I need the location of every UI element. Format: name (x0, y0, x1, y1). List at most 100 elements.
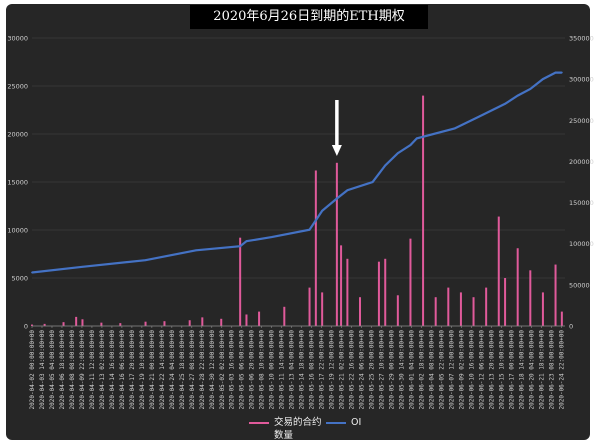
volume-bar (497, 216, 500, 326)
x-tick-label: 2020-05-27 10:00:00+00 (379, 330, 386, 410)
oi-point (239, 245, 242, 248)
oi-point (195, 249, 197, 252)
y-right-tick-label: 200000 (569, 158, 594, 166)
chart-title: 2020年6月26日到期的ETH期权 (190, 5, 428, 29)
y-right-tick-label: 0 (569, 323, 573, 331)
legend-oi-swatch (326, 422, 346, 424)
x-tick-label: 2020-06-24 22:00:00+00 (558, 330, 565, 410)
volume-bar (119, 323, 122, 326)
oi-point (396, 152, 399, 155)
x-tick-label: 2020-04-05 04:00:00+00 (49, 330, 56, 410)
oi-point (409, 144, 412, 146)
x-tick-label: 2020-05-30 14:00:00+00 (399, 330, 406, 410)
volume-bar (43, 323, 46, 326)
x-tick-label: 2020-05-17 22:00:00+00 (319, 330, 326, 410)
oi-point (31, 271, 33, 274)
chart-background (6, 4, 590, 440)
x-tick-label: 2020-04-16 06:00:00+00 (119, 330, 126, 410)
x-tick-label: 2020-06-12 06:00:00+00 (478, 330, 485, 410)
x-tick-label: 2020-04-22 14:00:00+00 (159, 330, 166, 410)
oi-point (335, 197, 338, 200)
x-tick-label: 2020-06-04 08:00:00+00 (428, 330, 435, 410)
volume-bar (220, 318, 223, 326)
y-right-tick-label: 100000 (569, 240, 594, 248)
volume-bar (346, 258, 349, 326)
x-tick-label: 2020-05-06 20:00:00+00 (249, 330, 256, 410)
volume-bar (422, 95, 425, 326)
y-left-tick-label: 20000 (7, 131, 28, 139)
x-tick-label: 2020-04-27 08:00:00+00 (189, 330, 196, 410)
volume-bar (100, 322, 103, 326)
x-tick-label: 2020-06-18 14:00:00+00 (518, 330, 525, 410)
y-left-tick-label: 5000 (11, 275, 28, 283)
x-tick-label: 2020-05-03 16:00:00+00 (229, 330, 236, 410)
oi-point (81, 265, 84, 268)
x-tick-label: 2020-04-14 16:00:00+00 (109, 330, 116, 410)
x-tick-label: 2020-06-09 02:00:00+00 (458, 330, 465, 410)
volume-bar (163, 321, 166, 326)
volume-bar (434, 297, 437, 326)
volume-bar (516, 248, 519, 326)
x-tick-label: 2020-06-21 18:00:00+00 (538, 330, 545, 410)
x-tick-label: 2020-06-20 04:00:00+00 (528, 330, 535, 410)
y-left-tick-label: 30000 (7, 35, 28, 43)
x-tick-label: 2020-06-07 12:00:00+00 (448, 330, 455, 410)
x-tick-label: 2020-04-17 20:00:00+00 (129, 330, 136, 410)
x-tick-label: 2020-06-13 20:00:00+00 (488, 330, 495, 410)
volume-bar (308, 287, 311, 326)
oi-point (478, 115, 481, 118)
x-tick-label: 2020-04-25 18:00:00+00 (179, 330, 186, 410)
x-tick-label: 2020-06-17 00:00:00+00 (508, 330, 515, 410)
x-tick-label: 2020-04-28 22:00:00+00 (199, 330, 206, 410)
x-tick-label: 2020-04-06 18:00:00+00 (59, 330, 66, 410)
volume-bar (321, 292, 324, 326)
x-tick-label: 2020-05-24 06:00:00+00 (359, 330, 366, 410)
volume-bar (258, 311, 261, 326)
oi-point (321, 209, 324, 212)
x-tick-label: 2020-05-29 00:00:00+00 (389, 330, 396, 410)
legend-volume-swatch (249, 422, 269, 424)
volume-bar (459, 292, 462, 326)
x-tick-label: 2020-05-25 20:00:00+00 (369, 330, 376, 410)
oi-point (560, 71, 563, 74)
volume-bar (384, 258, 387, 326)
volume-bar (31, 324, 33, 326)
oi-point (542, 78, 544, 81)
volume-bar (377, 261, 380, 326)
volume-bar (239, 237, 242, 326)
x-tick-label: 2020-04-02 00:00:00+00 (29, 330, 36, 410)
volume-bar (447, 287, 450, 326)
volume-bar (75, 316, 78, 326)
y-right-tick-label: 50000 (569, 281, 590, 289)
oi-point (554, 71, 557, 74)
x-tick-label: 2020-04-09 22:00:00+00 (79, 330, 86, 410)
x-tick-label: 2020-06-05 22:00:00+00 (438, 330, 445, 410)
x-tick-label: 2020-04-21 00:00:00+00 (149, 330, 156, 410)
volume-bar (554, 264, 557, 326)
volume-bar (504, 278, 507, 326)
x-tick-label: 2020-05-14 18:00:00+00 (299, 330, 306, 410)
x-tick-label: 2020-05-02 02:00:00+00 (219, 330, 226, 410)
volume-bar (314, 170, 317, 326)
volume-bar (81, 319, 84, 326)
oi-point (415, 137, 418, 140)
volume-bar (62, 322, 65, 326)
x-tick-label: 2020-04-19 10:00:00+00 (139, 330, 146, 410)
oi-point (270, 236, 273, 239)
volume-bar (245, 314, 248, 326)
x-tick-label: 2020-04-11 12:00:00+00 (89, 330, 96, 410)
x-tick-label: 2020-05-19 12:00:00+00 (329, 330, 336, 410)
volume-bar (541, 292, 544, 326)
oi-point (346, 189, 349, 192)
volume-bar (560, 311, 563, 326)
y-left-tick-label: 10000 (7, 227, 28, 235)
x-tick-label: 2020-05-22 16:00:00+00 (349, 330, 356, 410)
x-tick-label: 2020-04-03 14:00:00+00 (39, 330, 46, 410)
oi-line (31, 71, 562, 274)
y-right-tick-label: 250000 (569, 117, 594, 125)
oi-point (384, 164, 387, 167)
y-left-tick-label: 25000 (7, 83, 28, 91)
oi-point (453, 127, 456, 130)
x-tick-label: 2020-06-02 18:00:00+00 (419, 330, 426, 410)
